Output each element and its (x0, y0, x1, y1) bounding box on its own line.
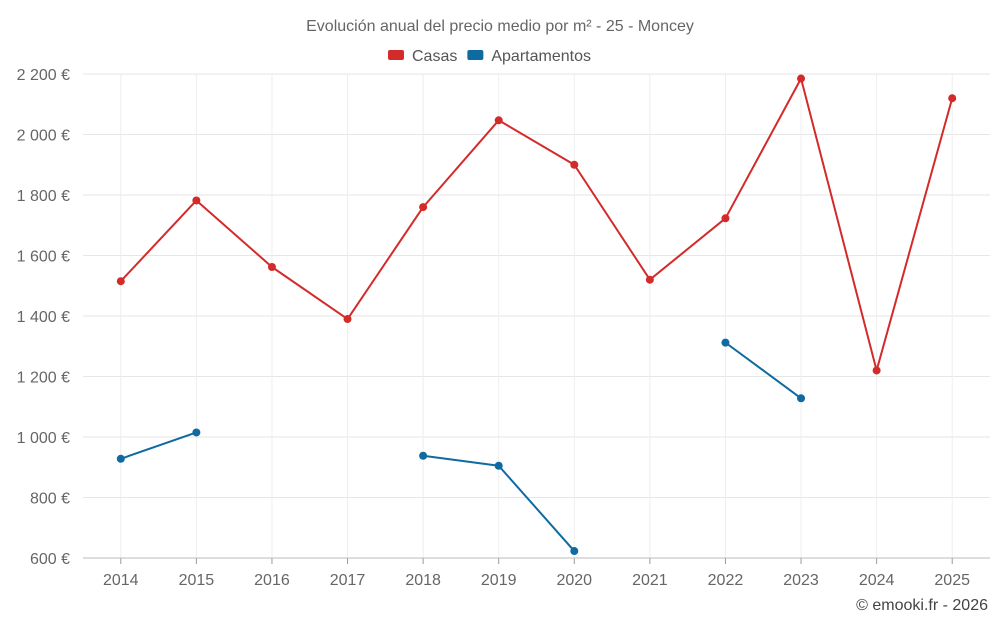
x-tick-label: 2014 (103, 572, 139, 589)
data-point[interactable] (419, 451, 428, 460)
x-tick-label: 2020 (556, 572, 592, 589)
data-point[interactable] (116, 454, 125, 463)
series-line (120, 77, 954, 372)
data-point[interactable] (948, 94, 957, 103)
x-tick-label: 2021 (632, 572, 668, 589)
data-point[interactable] (570, 160, 579, 169)
grid (83, 73, 990, 559)
y-tick-label: 600 € (30, 551, 70, 568)
data-point[interactable] (116, 277, 125, 286)
data-point[interactable] (721, 338, 730, 347)
x-tick-label: 2019 (481, 572, 517, 589)
data-point[interactable] (645, 275, 654, 284)
data-point[interactable] (419, 203, 428, 212)
series-layer (116, 74, 957, 556)
y-tick-label: 2 000 € (17, 128, 70, 145)
legend-label[interactable]: Apartamentos (491, 48, 591, 65)
data-point[interactable] (192, 196, 201, 205)
data-point[interactable] (797, 394, 806, 403)
series-line (120, 431, 197, 460)
series-apartamentos (116, 338, 806, 556)
legend: Casas Apartamentos (388, 48, 591, 65)
x-tick-label: 2016 (254, 572, 290, 589)
y-tick-label: 1 600 € (17, 249, 70, 266)
x-tick-label: 2022 (708, 572, 744, 589)
legend-swatch (467, 50, 484, 60)
y-tick-label: 1 000 € (17, 430, 70, 447)
axes: 600 € 800 € 1 000 € 1 200 € 1 400 € 1 600 € 1 … (17, 67, 990, 589)
data-point[interactable] (494, 461, 503, 470)
legend-label[interactable]: Casas (412, 48, 457, 65)
x-tick-label: 2015 (179, 572, 215, 589)
y-tick-label: 1 800 € (17, 188, 70, 205)
y-tick-label: 1 400 € (17, 309, 70, 326)
series-line (724, 341, 802, 400)
chart-title: Evolución anual del precio medio por m² … (306, 18, 694, 35)
data-point[interactable] (797, 74, 806, 83)
data-point[interactable] (343, 315, 352, 324)
data-point[interactable] (721, 214, 730, 223)
y-tick-label: 1 200 € (17, 370, 70, 387)
y-tick-label: 800 € (30, 491, 70, 508)
x-tick-label: 2025 (934, 572, 970, 589)
data-point[interactable] (267, 262, 276, 271)
series-casas (116, 74, 957, 375)
x-tick-label: 2023 (783, 572, 819, 589)
data-point[interactable] (570, 547, 579, 556)
x-tick-label: 2018 (405, 572, 441, 589)
x-tick-label: 2024 (859, 572, 895, 589)
x-tick-label: 2017 (330, 572, 366, 589)
data-point[interactable] (494, 116, 503, 125)
credit-text: © emooki.fr - 2026 (856, 597, 988, 614)
legend-swatch (388, 50, 404, 60)
y-tick-label: 2 200 € (17, 67, 70, 84)
data-point[interactable] (192, 428, 201, 437)
data-point[interactable] (872, 366, 881, 375)
